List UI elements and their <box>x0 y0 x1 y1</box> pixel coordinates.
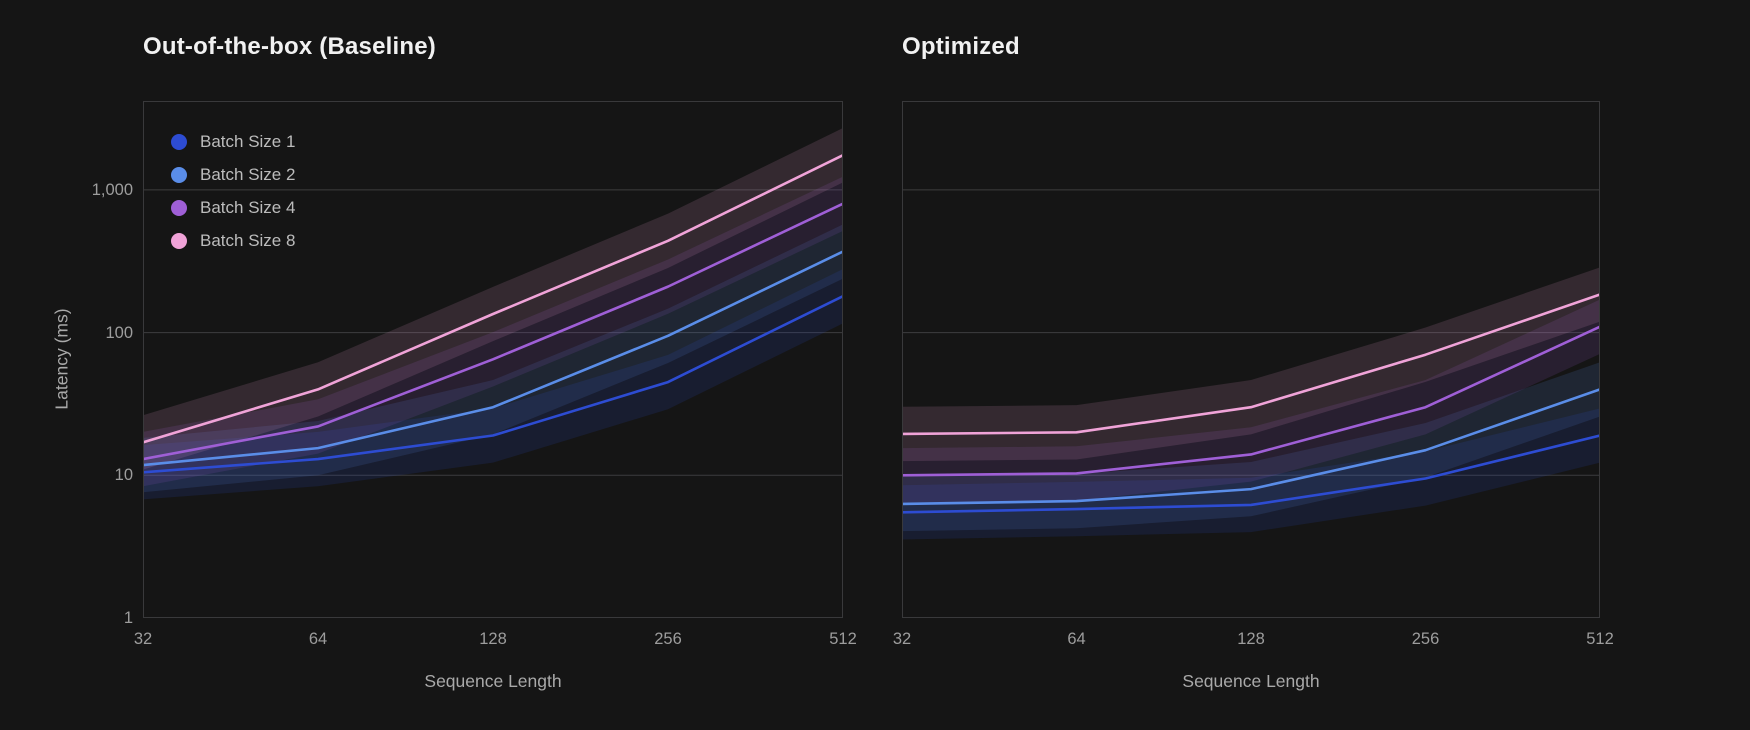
series-line-batch-size-1 <box>143 294 843 474</box>
x-axis-title-baseline: Sequence Length <box>424 671 562 691</box>
x-tick-label-128: 128 <box>1237 630 1265 648</box>
plot-area-optimized <box>902 101 1600 618</box>
legend: Batch Size 1 Batch Size 2 Batch Size 4 Batc… <box>171 125 295 257</box>
plot-border <box>902 101 1600 618</box>
x-tick-label-256: 256 <box>1411 630 1440 648</box>
x-tick-label-32: 32 <box>133 630 153 648</box>
legend-dot-batch-size-1 <box>171 133 187 150</box>
series-line-batch-size-2 <box>143 250 843 467</box>
series-band-batch-size-8 <box>143 128 843 470</box>
series-line-batch-size-8 <box>902 293 1600 436</box>
y-tick-label-1-000: 1,000 <box>91 180 133 199</box>
legend-label: Batch Size 4 <box>200 197 296 217</box>
plot-border <box>143 101 843 618</box>
x-tick-label-128: 128 <box>479 630 507 648</box>
series-band-batch-size-4 <box>143 176 843 487</box>
legend-dot-batch-size-4 <box>171 199 187 216</box>
series-line-batch-size-1 <box>902 434 1600 514</box>
series-line-batch-size-8 <box>143 153 843 444</box>
series-band-batch-size-1 <box>902 408 1600 540</box>
series-line-batch-size-2 <box>902 388 1600 506</box>
legend-label: Batch Size 8 <box>200 230 296 250</box>
chart-canvas <box>143 101 843 618</box>
series-band-batch-size-2 <box>902 362 1600 532</box>
y-tick-label-10: 10 <box>114 466 133 485</box>
x-tick-label-256: 256 <box>654 630 682 648</box>
legend-item-batch-size-4[interactable]: Batch Size 4 <box>171 191 295 224</box>
y-tick-label-1: 1 <box>123 609 133 627</box>
legend-item-batch-size-1[interactable]: Batch Size 1 <box>171 125 295 158</box>
y-tick-label-100: 100 <box>105 323 133 342</box>
x-tick-label-64: 64 <box>308 630 328 648</box>
legend-label: Batch Size 2 <box>200 164 296 184</box>
y-axis-title: Latency (ms) <box>51 308 72 410</box>
legend-item-batch-size-2[interactable]: Batch Size 2 <box>171 158 295 191</box>
x-tick-label-64: 64 <box>1067 630 1086 648</box>
x-axis-title-optimized: Sequence Length <box>1182 671 1320 691</box>
x-tick-label-512: 512 <box>829 630 857 648</box>
legend-dot-batch-size-2 <box>171 166 187 183</box>
plot-area-baseline <box>143 101 843 618</box>
series-band-batch-size-4 <box>902 299 1600 503</box>
chart-title-optimized: Optimized <box>902 33 1020 60</box>
series-band-batch-size-1 <box>143 269 843 500</box>
chart-canvas <box>902 101 1600 618</box>
chart-title-baseline: Out-of-the-box (Baseline) <box>143 33 436 60</box>
series-line-batch-size-4 <box>143 202 843 461</box>
legend-item-batch-size-8[interactable]: Batch Size 8 <box>171 224 295 257</box>
x-tick-label-512: 512 <box>1586 630 1614 648</box>
x-tick-label-32: 32 <box>892 630 912 648</box>
series-band-batch-size-8 <box>902 267 1600 462</box>
series-line-batch-size-4 <box>902 325 1600 477</box>
legend-dot-batch-size-8 <box>171 232 187 249</box>
legend-label: Batch Size 1 <box>200 131 296 151</box>
